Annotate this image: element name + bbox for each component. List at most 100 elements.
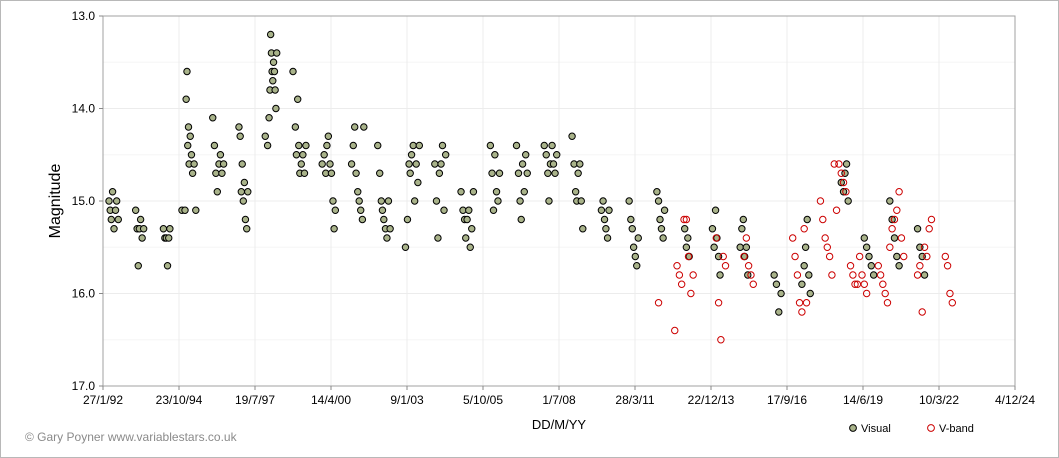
data-point bbox=[273, 49, 281, 57]
data-point bbox=[886, 197, 894, 205]
data-point bbox=[597, 206, 606, 214]
data-point bbox=[136, 215, 145, 224]
data-point bbox=[357, 206, 365, 214]
y-tick-label: 16.0 bbox=[72, 287, 96, 301]
data-point bbox=[269, 77, 277, 85]
data-point bbox=[842, 160, 851, 168]
data-point bbox=[749, 280, 757, 288]
legend-marker bbox=[927, 424, 935, 432]
data-point bbox=[327, 169, 336, 177]
data-point bbox=[437, 160, 445, 168]
data-point bbox=[708, 225, 717, 233]
data-point bbox=[825, 252, 834, 261]
data-point bbox=[893, 252, 901, 261]
data-point bbox=[600, 215, 609, 224]
data-point bbox=[599, 197, 607, 205]
data-point bbox=[712, 234, 720, 242]
data-point bbox=[631, 252, 640, 261]
data-point bbox=[860, 234, 868, 242]
data-point bbox=[739, 215, 747, 224]
data-point bbox=[948, 299, 956, 307]
data-point bbox=[895, 262, 903, 270]
data-point bbox=[239, 197, 247, 205]
data-point bbox=[837, 169, 845, 177]
data-point bbox=[186, 132, 194, 140]
data-point bbox=[432, 197, 441, 205]
data-point bbox=[923, 252, 931, 261]
data-point bbox=[805, 271, 813, 279]
data-point bbox=[806, 289, 814, 298]
y-tick-label: 15.0 bbox=[72, 194, 96, 208]
data-point bbox=[380, 215, 388, 224]
data-point bbox=[913, 271, 922, 279]
data-point bbox=[468, 225, 476, 233]
data-point bbox=[816, 197, 825, 205]
data-point bbox=[602, 225, 610, 233]
data-point bbox=[331, 206, 340, 214]
data-point bbox=[110, 225, 118, 233]
data-point bbox=[139, 225, 148, 233]
data-point bbox=[329, 197, 337, 205]
data-point bbox=[740, 252, 748, 261]
x-tick-label: 5/10/05 bbox=[463, 393, 503, 407]
data-point bbox=[269, 58, 278, 66]
data-point bbox=[463, 215, 471, 224]
data-point bbox=[682, 215, 691, 224]
data-point bbox=[837, 178, 845, 187]
data-point bbox=[516, 197, 524, 205]
data-point bbox=[209, 114, 217, 122]
data-point bbox=[633, 262, 641, 270]
data-point bbox=[832, 206, 841, 214]
data-point bbox=[265, 114, 273, 122]
data-point bbox=[654, 197, 663, 205]
data-point bbox=[684, 252, 693, 261]
data-point bbox=[890, 215, 899, 224]
data-point bbox=[271, 86, 279, 94]
data-point bbox=[689, 271, 697, 279]
data-point bbox=[874, 262, 882, 270]
data-point bbox=[358, 215, 367, 224]
data-point bbox=[835, 160, 843, 168]
y-tick-label: 17.0 bbox=[72, 379, 96, 393]
data-point bbox=[719, 252, 727, 261]
data-point bbox=[846, 262, 855, 270]
legend-entry: Visual bbox=[849, 423, 891, 435]
data-point bbox=[438, 141, 447, 150]
data-point bbox=[291, 123, 300, 131]
data-point bbox=[775, 308, 783, 316]
data-point bbox=[495, 169, 504, 177]
data-point bbox=[853, 280, 862, 288]
data-point bbox=[897, 234, 906, 242]
data-point bbox=[488, 169, 496, 177]
data-point bbox=[800, 225, 808, 233]
data-point bbox=[801, 243, 810, 251]
data-point bbox=[862, 243, 871, 251]
data-point bbox=[299, 151, 307, 159]
data-point bbox=[865, 252, 873, 261]
data-point bbox=[374, 141, 382, 150]
data-point bbox=[879, 280, 887, 288]
data-point bbox=[108, 188, 117, 196]
data-point bbox=[166, 225, 174, 233]
legend-label: V-band bbox=[939, 423, 974, 435]
data-point bbox=[716, 271, 724, 279]
data-point bbox=[469, 188, 478, 196]
data-point bbox=[183, 67, 191, 76]
data-point bbox=[403, 215, 412, 224]
data-point bbox=[238, 160, 246, 168]
data-point bbox=[545, 197, 553, 205]
data-point bbox=[297, 160, 305, 168]
data-point bbox=[625, 197, 633, 205]
data-point bbox=[182, 95, 190, 103]
legend-entry: V-band bbox=[927, 423, 974, 435]
data-point bbox=[653, 188, 661, 196]
data-point bbox=[736, 243, 744, 251]
data-point bbox=[742, 243, 751, 251]
data-point bbox=[742, 234, 751, 242]
data-point bbox=[657, 225, 666, 233]
data-point bbox=[654, 299, 663, 307]
legend-label: Visual bbox=[861, 423, 891, 435]
data-point bbox=[881, 289, 889, 298]
data-point bbox=[263, 141, 272, 150]
data-point bbox=[862, 289, 871, 298]
